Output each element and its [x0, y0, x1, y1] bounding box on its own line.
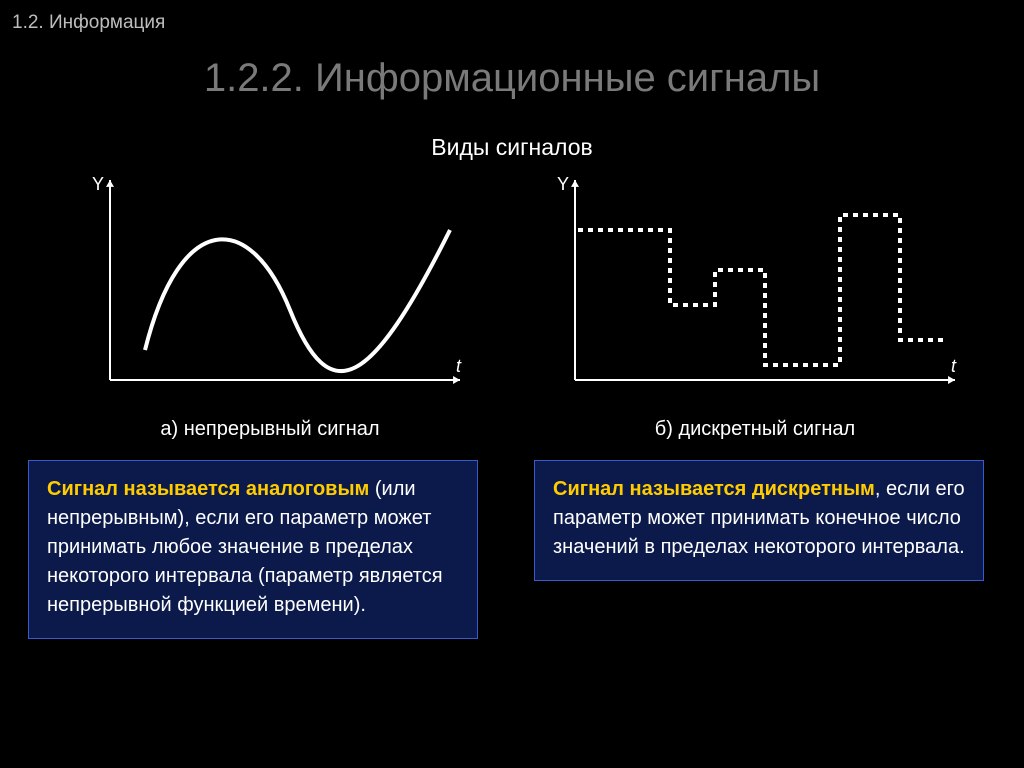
definition-analog-highlight: Сигнал называется аналоговым	[47, 478, 369, 500]
caption-continuous: а) непрерывный сигнал	[60, 418, 480, 441]
definition-discrete: Сигнал называется дискретным, если его п…	[534, 460, 984, 581]
svg-text:Y: Y	[92, 174, 104, 194]
svg-text:t: t	[456, 356, 462, 376]
chart-discrete-svg: Yt	[540, 170, 970, 400]
svg-text:Y: Y	[557, 174, 569, 194]
svg-text:t: t	[951, 356, 957, 376]
chart-discrete: Yt	[540, 170, 970, 400]
chart-continuous: Yt	[60, 170, 480, 400]
breadcrumb: 1.2. Информация	[12, 12, 165, 34]
page-title: 1.2.2. Информационные сигналы	[0, 56, 1024, 101]
chart-continuous-svg: Yt	[60, 170, 480, 400]
subtitle: Виды сигналов	[0, 134, 1024, 161]
caption-discrete: б) дискретный сигнал	[540, 418, 970, 441]
definition-analog: Сигнал называется аналоговым (или непрер…	[28, 460, 478, 639]
definition-discrete-highlight: Сигнал называется дискретным	[553, 478, 875, 500]
